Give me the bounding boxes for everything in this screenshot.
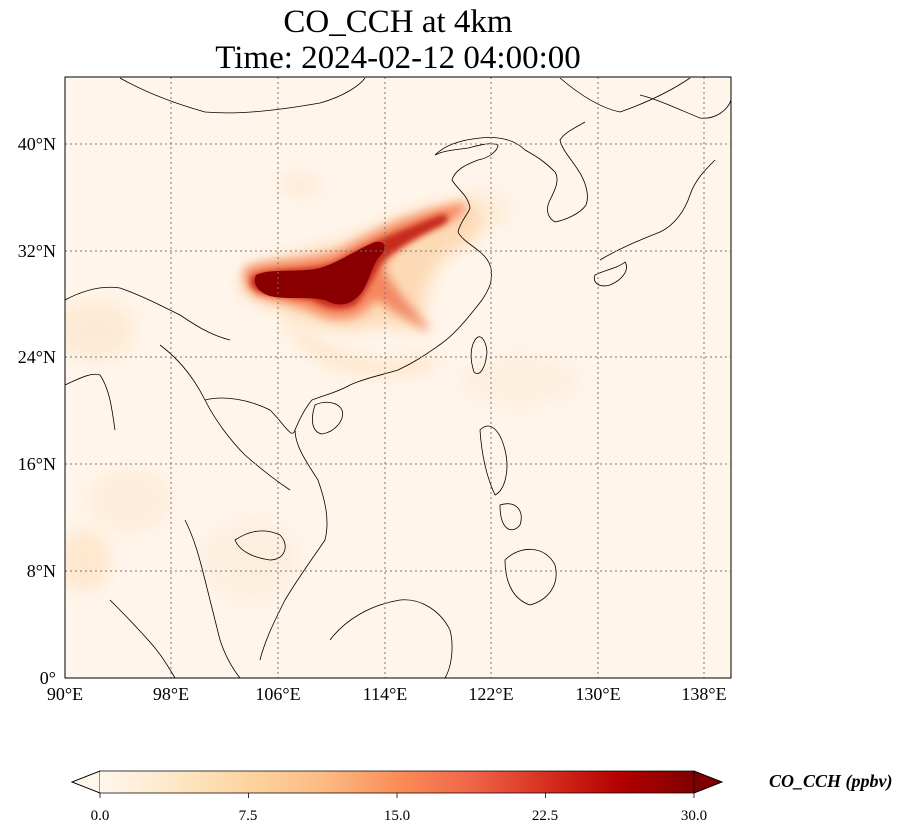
colorbar <box>70 770 724 798</box>
colorbar-tick-label: 0.0 <box>90 808 110 824</box>
map-frame <box>64 76 732 679</box>
colorbar-tick-label: 22.5 <box>531 808 559 824</box>
map-background <box>65 77 731 678</box>
plot-subtitle-time: Time: 2024-02-12 04:00:00 <box>215 40 581 76</box>
lon-tick-label: 130°E <box>575 684 621 704</box>
lon-tick-label: 138°E <box>681 684 727 704</box>
colorbar-tick-label: 15.0 <box>383 808 411 824</box>
lat-tick-label: 16°N <box>17 454 56 474</box>
colorbar-extend-max <box>693 770 724 794</box>
lon-tick-label: 114°E <box>362 684 408 704</box>
lat-tick-label: 32°N <box>17 241 56 261</box>
lon-tick-label: 122°E <box>468 684 514 704</box>
lat-tick-label: 24°N <box>17 347 56 367</box>
colorbar-gradient <box>100 771 694 793</box>
gridlines <box>65 77 731 678</box>
lat-tick-label: 40°N <box>17 134 56 154</box>
plot-title: CO_CCH at 4km <box>283 4 513 40</box>
colorbar-label: CO_CCH (ppbv) <box>769 771 893 791</box>
lon-tick-label: 98°E <box>152 684 190 704</box>
coastlines <box>65 77 731 678</box>
lon-tick-label: 106°E <box>255 684 301 704</box>
lon-tick-label: 90°E <box>46 684 84 704</box>
colorbar-tick-label: 7.5 <box>238 808 258 824</box>
lat-tick-label: 8°N <box>26 561 56 581</box>
colorbar-extend-min <box>70 770 101 794</box>
lat-tick-label: 0° <box>39 668 56 688</box>
co-plume-field <box>65 175 580 600</box>
colorbar-tick-label: 30.0 <box>680 808 708 824</box>
